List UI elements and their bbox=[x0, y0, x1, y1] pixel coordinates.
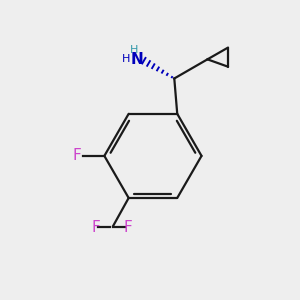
Text: F: F bbox=[124, 220, 132, 235]
Text: H: H bbox=[130, 45, 138, 55]
Text: F: F bbox=[73, 148, 81, 164]
Text: N: N bbox=[131, 52, 143, 67]
Text: H: H bbox=[122, 54, 130, 64]
Text: F: F bbox=[91, 220, 100, 235]
